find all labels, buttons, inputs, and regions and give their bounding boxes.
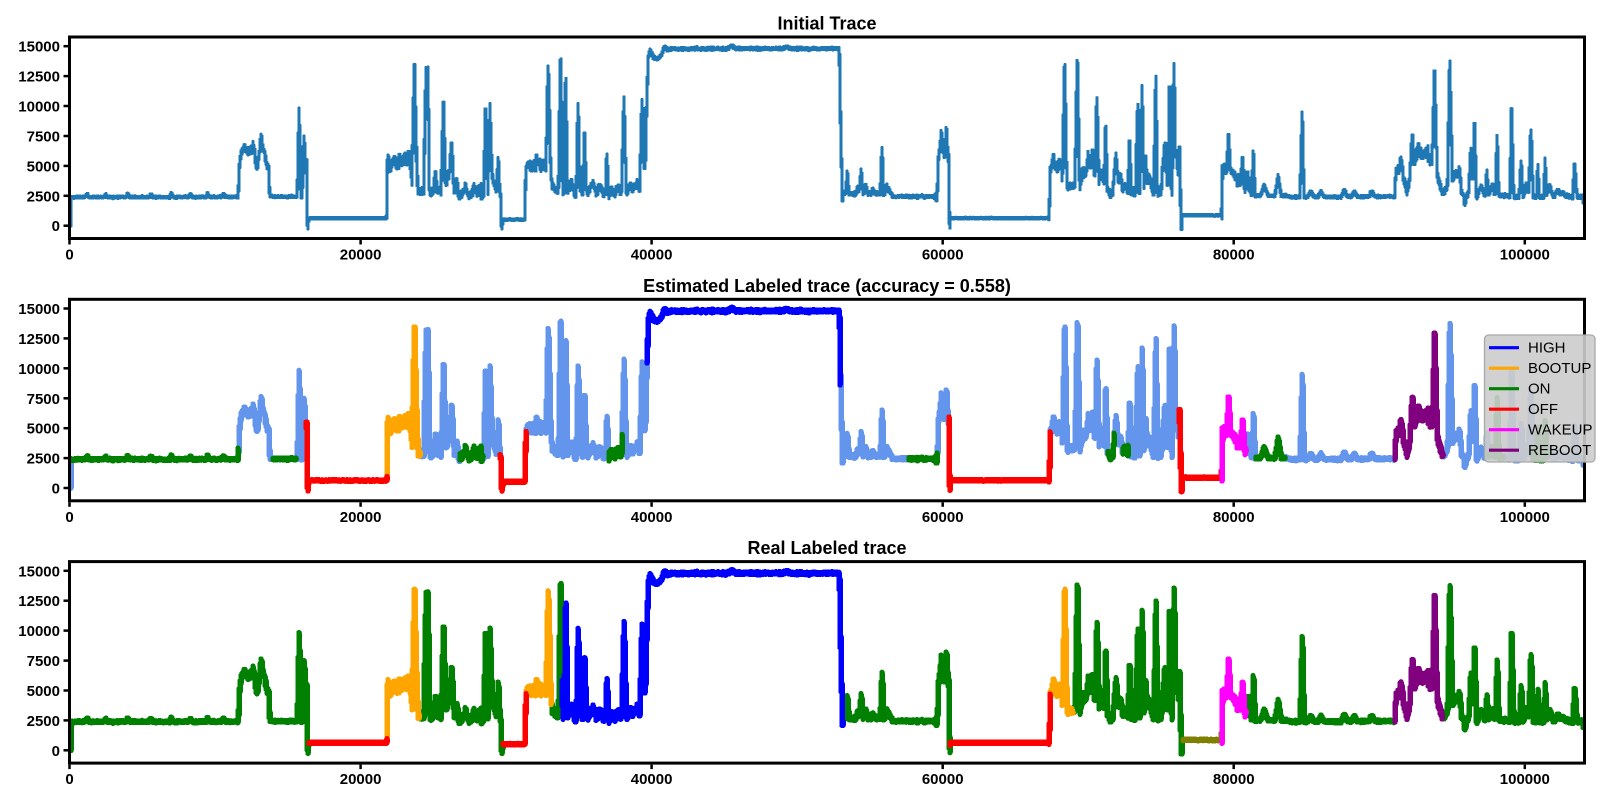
svg-text:0: 0 — [52, 481, 60, 498]
svg-text:80000: 80000 — [1213, 509, 1255, 526]
svg-text:12500: 12500 — [18, 69, 60, 86]
svg-text:5000: 5000 — [27, 683, 60, 700]
svg-text:2500: 2500 — [27, 713, 60, 730]
svg-text:0: 0 — [52, 743, 60, 760]
svg-text:80000: 80000 — [1213, 247, 1255, 264]
svg-text:10000: 10000 — [18, 99, 60, 116]
svg-text:10000: 10000 — [18, 361, 60, 378]
svg-text:100000: 100000 — [1500, 771, 1550, 788]
svg-text:Initial Trace: Initial Trace — [777, 14, 876, 34]
svg-text:7500: 7500 — [27, 129, 60, 146]
svg-text:100000: 100000 — [1500, 247, 1550, 264]
svg-text:20000: 20000 — [340, 771, 382, 788]
svg-text:0: 0 — [65, 771, 73, 788]
svg-text:0: 0 — [65, 247, 73, 264]
svg-text:20000: 20000 — [340, 509, 382, 526]
svg-text:0: 0 — [65, 509, 73, 526]
svg-text:7500: 7500 — [27, 391, 60, 408]
svg-text:80000: 80000 — [1213, 771, 1255, 788]
svg-text:BOOTUP: BOOTUP — [1528, 360, 1591, 377]
svg-text:60000: 60000 — [922, 509, 964, 526]
svg-text:60000: 60000 — [922, 247, 964, 264]
svg-text:7500: 7500 — [27, 653, 60, 670]
svg-text:10000: 10000 — [18, 623, 60, 640]
svg-text:2500: 2500 — [27, 451, 60, 468]
svg-text:40000: 40000 — [631, 509, 673, 526]
svg-text:40000: 40000 — [631, 247, 673, 264]
svg-text:Real Labeled trace: Real Labeled trace — [747, 538, 906, 558]
svg-text:ON: ON — [1528, 381, 1551, 398]
svg-text:15000: 15000 — [18, 563, 60, 580]
svg-text:REBOOT: REBOOT — [1528, 442, 1591, 459]
svg-text:12500: 12500 — [18, 593, 60, 610]
svg-text:OFF: OFF — [1528, 401, 1558, 418]
svg-text:5000: 5000 — [27, 421, 60, 438]
svg-text:15000: 15000 — [18, 301, 60, 318]
svg-text:0: 0 — [52, 218, 60, 235]
svg-text:15000: 15000 — [18, 39, 60, 56]
svg-text:12500: 12500 — [18, 331, 60, 348]
svg-text:WAKEUP: WAKEUP — [1528, 422, 1592, 439]
svg-text:Estimated Labeled trace (accur: Estimated Labeled trace (accuracy = 0.55… — [643, 276, 1011, 296]
svg-text:60000: 60000 — [922, 771, 964, 788]
svg-text:100000: 100000 — [1500, 509, 1550, 526]
svg-text:40000: 40000 — [631, 771, 673, 788]
svg-text:20000: 20000 — [340, 247, 382, 264]
svg-text:HIGH: HIGH — [1528, 340, 1566, 357]
svg-text:5000: 5000 — [27, 158, 60, 175]
svg-text:2500: 2500 — [27, 188, 60, 205]
